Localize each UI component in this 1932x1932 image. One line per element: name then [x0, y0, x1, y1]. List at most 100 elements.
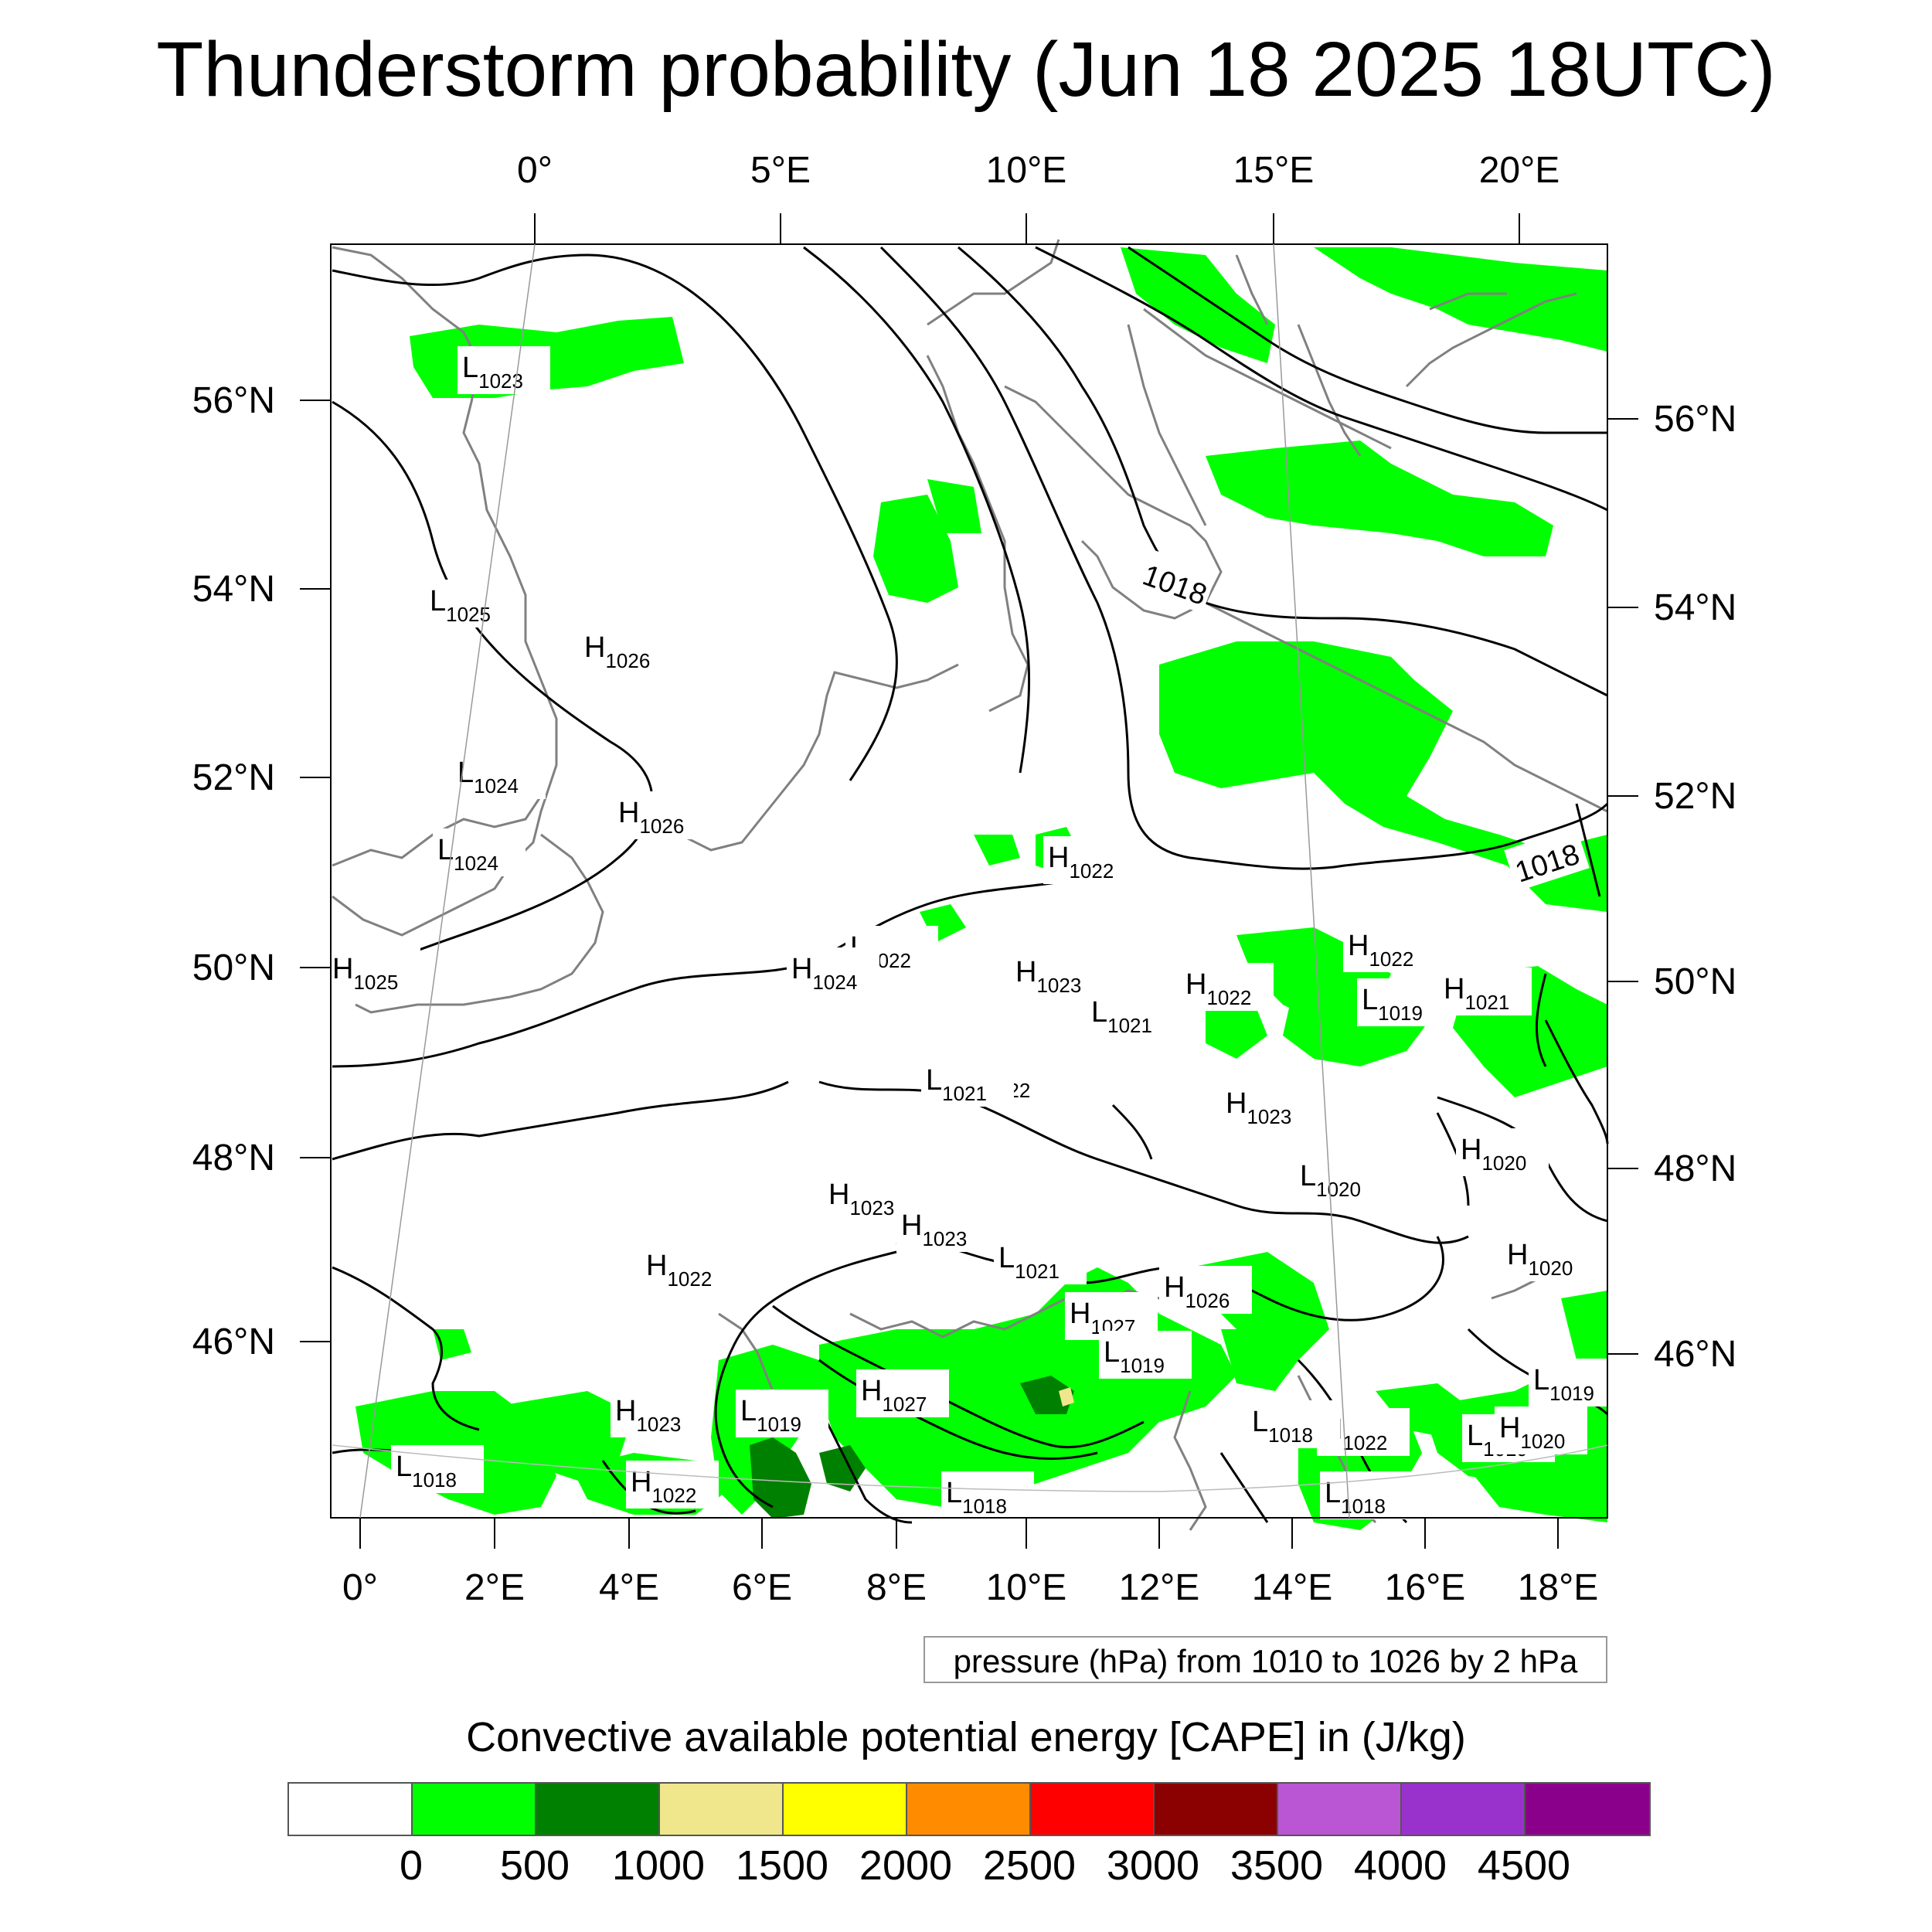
colorbar-tick-label: 4500: [1477, 1842, 1571, 1889]
low-pressure-label: L1021: [1091, 996, 1152, 1037]
pressure-center-bg: [433, 828, 526, 876]
pressure-center-bg: [641, 1244, 734, 1292]
low-pressure-label: L1019: [1533, 1364, 1594, 1405]
pressure-center-bg: [1495, 1406, 1587, 1454]
pressure-center-bg: [1456, 1128, 1549, 1176]
pressure-center-bg: [425, 580, 518, 628]
lat-right-labels: 56°N 54°N 52°N 50°N 48°N 46°N: [1654, 399, 1736, 1375]
map-frame: [330, 243, 1608, 1519]
low-pressure-label: L1018: [1325, 1477, 1386, 1518]
pressure-center-bg: [856, 1369, 949, 1417]
map-title: Thunderstorm probability (Jun 18 2025 18…: [156, 26, 1776, 113]
pressure-center-bg: [1502, 1233, 1595, 1281]
colorbar-tick-label: 0: [399, 1842, 423, 1889]
pressure-center-bg: [1320, 1471, 1413, 1519]
high-pressure-label: H1022: [1348, 930, 1413, 971]
low-pressure-label: L1023: [462, 352, 523, 393]
low-pressure-label: L1020: [1300, 1160, 1361, 1201]
pressure-center-bg: [328, 947, 420, 995]
high-pressure-label: H1026: [1164, 1271, 1230, 1312]
pressure-center-bg: [1439, 968, 1532, 1015]
colorbar-swatch: [1402, 1784, 1526, 1835]
pressure-center-bg: [626, 1461, 719, 1509]
lat-left-label: 56°N: [192, 380, 275, 421]
pressure-center-bg: [1295, 1155, 1388, 1202]
colorbar-swatch: [413, 1784, 536, 1835]
pressure-center-bg: [1343, 924, 1436, 972]
high-pressure-label: H1027: [861, 1375, 927, 1416]
pressure-center-bg: [453, 751, 546, 799]
pressure-center-bg: [941, 1471, 1034, 1519]
lon-bottom-label: 6°E: [732, 1567, 792, 1608]
lon-bottom-label: 2°E: [464, 1567, 525, 1608]
colorbar-swatch: [1155, 1784, 1278, 1835]
colorbar-swatch: [536, 1784, 660, 1835]
lon-bottom-label: 18°E: [1518, 1567, 1599, 1608]
pressure-center-bg: [736, 1389, 828, 1437]
colorbar-swatch: [1278, 1784, 1402, 1835]
high-pressure-label: H1023: [615, 1395, 681, 1436]
lon-top-label: 0°: [517, 150, 553, 191]
lat-right-label: 52°N: [1654, 776, 1736, 817]
pressure-center-bg: [1087, 991, 1179, 1039]
pressure-center-bg: [921, 1059, 1014, 1107]
pressure-center-bg: [1159, 1266, 1252, 1314]
lat-right-label: 50°N: [1654, 961, 1736, 1002]
cape-shading-mid: [750, 1376, 1074, 1519]
pressure-center-bg: [457, 346, 550, 394]
lat-right-label: 56°N: [1654, 399, 1736, 440]
colorbar-tick-label: 500: [499, 1842, 570, 1889]
lat-right-label: 48°N: [1654, 1148, 1736, 1189]
pressure-center-bg: [614, 791, 706, 839]
colorbar-swatch: [289, 1784, 413, 1835]
high-pressure-label: H1023: [828, 1179, 894, 1219]
colorbar-tick-label: 3500: [1230, 1842, 1324, 1889]
lon-bottom-label: 16°E: [1385, 1567, 1466, 1608]
pressure-center-bg: [1529, 1359, 1621, 1406]
low-pressure-label: L1019: [740, 1395, 801, 1436]
lon-bottom-label: 10°E: [986, 1567, 1067, 1608]
low-pressure-label: L1018: [396, 1451, 457, 1492]
lon-top-label: 5°E: [750, 150, 811, 191]
lon-bottom-label: 8°E: [866, 1567, 927, 1608]
lat-left-labels: 56°N 54°N 52°N 50°N 48°N 46°N: [192, 380, 275, 1362]
colorbar-swatch: [784, 1784, 907, 1835]
lat-left-label: 48°N: [192, 1138, 275, 1179]
lon-bottom-label: 0°: [342, 1567, 378, 1608]
high-pressure-label: H1023: [1226, 1087, 1291, 1128]
cape-colorbar: [287, 1782, 1651, 1836]
pressure-center-bg: [1043, 836, 1136, 884]
pressure-center-bg: [580, 626, 672, 674]
pressure-center-bg: [1099, 1331, 1192, 1379]
colorbar-tick-label: 1500: [735, 1842, 829, 1889]
colorbar-tick-label: 4000: [1353, 1842, 1447, 1889]
lat-left-label: 50°N: [192, 947, 275, 988]
lon-bottom-labels: 0° 2°E 4°E 6°E 8°E 10°E 12°E 14°E 16°E 1…: [342, 1567, 1598, 1608]
low-pressure-label: L1021: [926, 1064, 987, 1105]
lon-top-label: 10°E: [986, 150, 1067, 191]
colorbar-swatch: [1526, 1784, 1649, 1835]
high-pressure-label: H1020: [1461, 1134, 1526, 1175]
lon-bottom-label: 14°E: [1252, 1567, 1333, 1608]
lon-top-labels: 0° 5°E 10°E 15°E 20°E: [517, 150, 1560, 191]
low-pressure-label: L1018: [946, 1477, 1007, 1518]
isobars: [332, 246, 1609, 1524]
low-pressure-label: L1019: [1362, 984, 1423, 1025]
pressure-center-bg: [1221, 1082, 1314, 1130]
low-pressure-label: L1019: [1104, 1336, 1165, 1377]
high-pressure-label: H1021: [1444, 973, 1509, 1014]
lon-bottom-label: 12°E: [1119, 1567, 1200, 1608]
colorbar-swatch: [1031, 1784, 1155, 1835]
colorbar-tick-label: 1000: [611, 1842, 706, 1889]
lat-left-label: 46°N: [192, 1321, 275, 1362]
pressure-center-bg: [896, 1204, 989, 1252]
high-pressure-label: H1022: [646, 1250, 712, 1291]
pressure-center-bg: [1181, 963, 1274, 1011]
pressure-center-bg: [1011, 951, 1104, 998]
high-pressure-label: H1023: [1015, 956, 1081, 997]
low-pressure-label: L1024: [437, 834, 498, 875]
pressure-contour-note: pressure (hPa) from 1010 to 1026 by 2 hP…: [923, 1636, 1607, 1683]
